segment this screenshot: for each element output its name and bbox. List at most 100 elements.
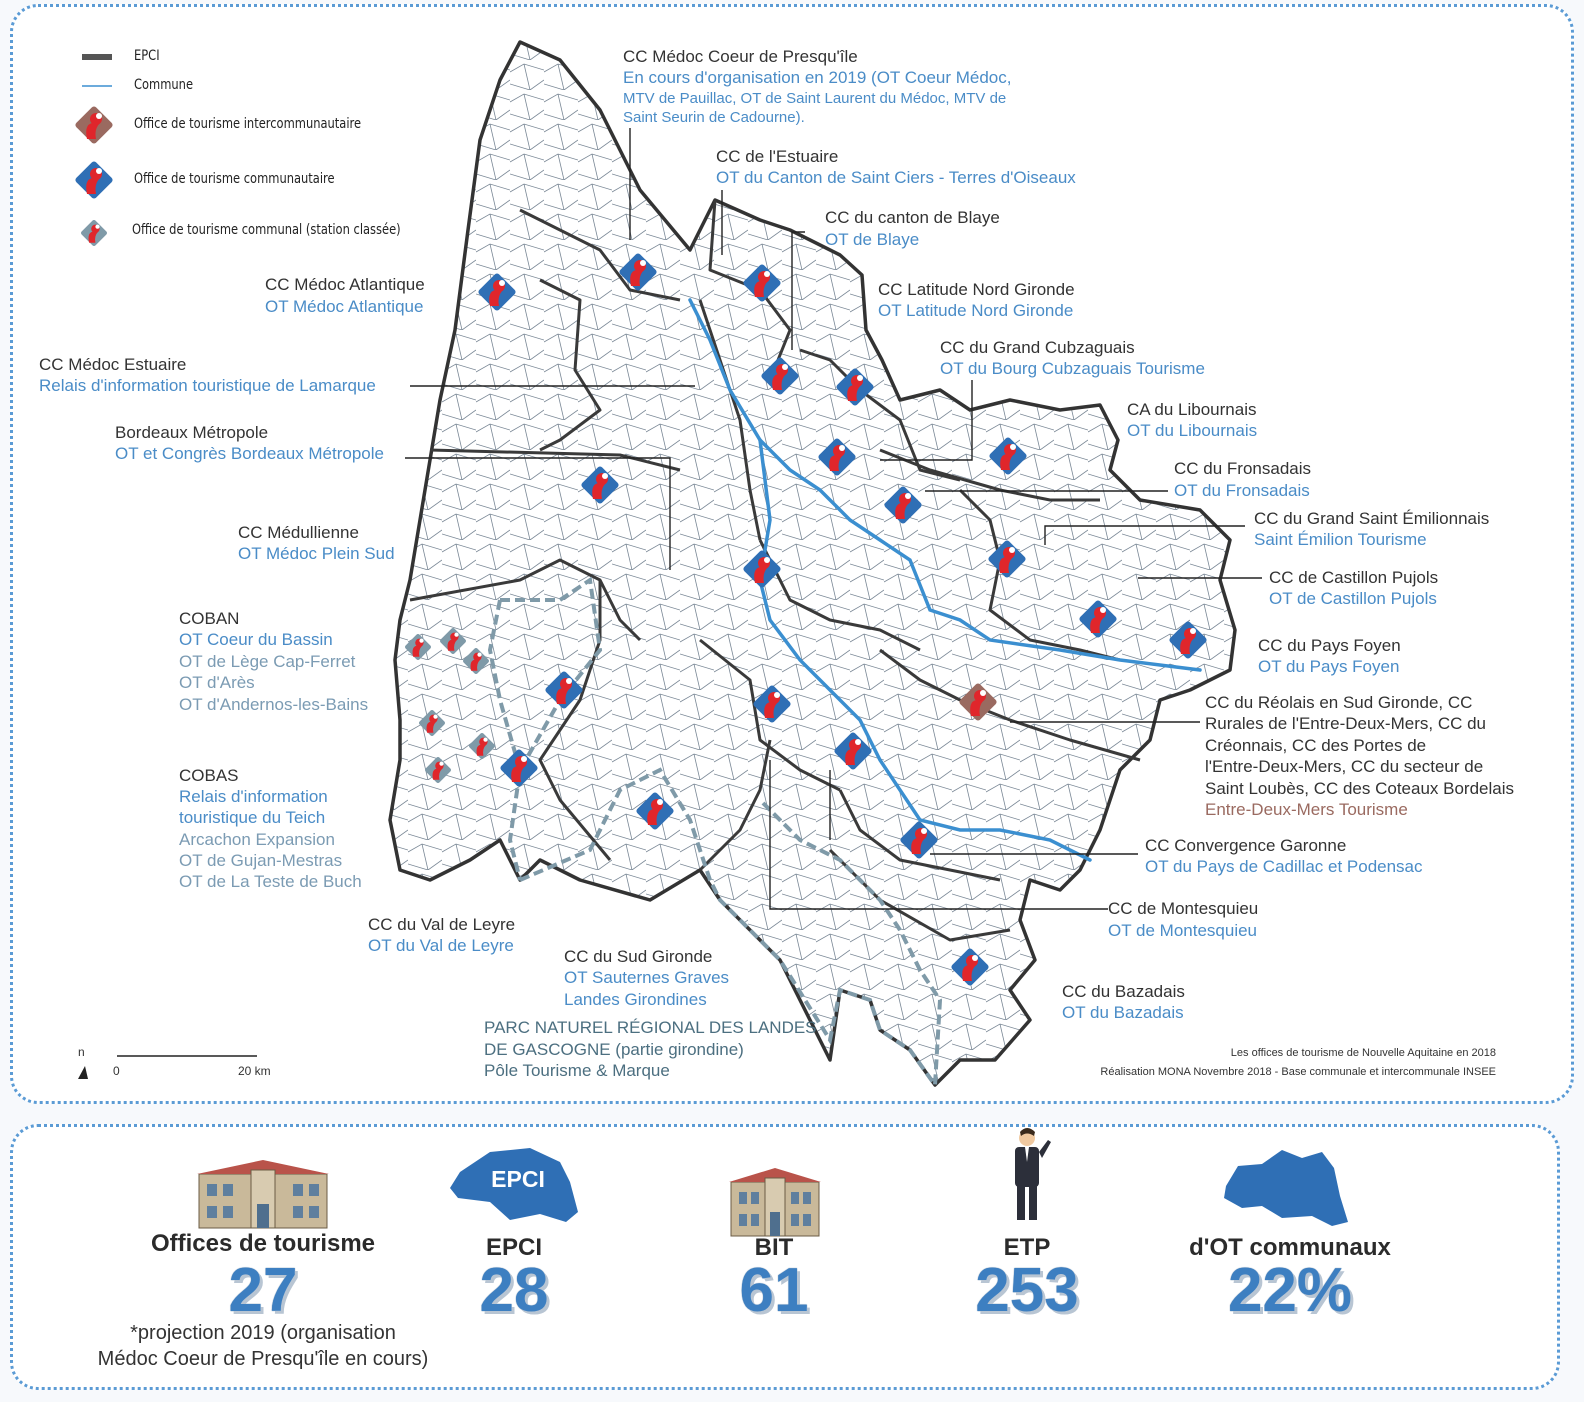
stat-epci-value: 28 <box>479 1256 549 1325</box>
stat-ot-value: 27 <box>228 1256 298 1325</box>
scale-zero: 0 <box>113 1064 120 1078</box>
label-coban-ot: OT Coeur du Bassin <box>179 630 333 649</box>
label-sudgironde-ot: Landes Girondines <box>564 990 707 1009</box>
label-medullienne-title: CC Médullienne <box>238 523 359 542</box>
label-atl-ot: OT Médoc Atlantique <box>265 297 424 316</box>
label-estuaire-ot: OT du Canton de Saint Ciers - Terres d'O… <box>716 168 1076 187</box>
label-reolais: Saint Loubès, CC des Coteaux Bordelais <box>1205 779 1515 798</box>
stat-note: *projection 2019 (organisation Médoc Coe… <box>63 1320 463 1372</box>
businessman-icon <box>1015 1128 1051 1220</box>
label-blaye-title: CC du canton de Blaye <box>825 208 1000 227</box>
label-medoc-estuaire-ot: Relais d'information touristique de Lama… <box>39 376 376 395</box>
parc-boundary <box>487 576 943 1091</box>
label-sudgironde-title: CC du Sud Gironde <box>564 947 713 966</box>
stat-epci-title: EPCI <box>485 1234 542 1261</box>
stat-note-line-2: Médoc Coeur de Presqu'île en cours) <box>97 1348 429 1370</box>
label-libournais-ot: OT du Libournais <box>1127 421 1258 440</box>
epci-shape-icon <box>450 1148 578 1222</box>
label-leyre-title: CC du Val de Leyre <box>368 915 516 934</box>
label-libournais-title: CA du Libournais <box>1127 400 1257 419</box>
label-foyen-title: CC du Pays Foyen <box>1258 636 1401 655</box>
label-parc: DE GASCOGNE (partie girondine) <box>484 1040 744 1059</box>
label-garonne-title: CC Convergence Garonne <box>1145 836 1347 855</box>
label-cubz-ot: OT du Bourg Cubzaguais Tourisme <box>940 359 1205 378</box>
label-estuaire-title: CC de l'Estuaire <box>716 147 839 166</box>
label-cobas-ot: OT de La Teste de Buch <box>179 872 362 891</box>
label-reolais: Créonnais, CC des Portes de <box>1205 736 1427 755</box>
label-castillon-title: CC de Castillon Pujols <box>1269 568 1439 587</box>
label-cubz-title: CC du Grand Cubzaguais <box>940 338 1135 357</box>
label-blaye-ot: OT de Blaye <box>825 230 920 249</box>
scale-km: 20 km <box>238 1064 271 1078</box>
legend-ot-communal: Office de tourisme communal (station cla… <box>132 222 401 238</box>
stat-communaux-value: 22% <box>1227 1256 1353 1325</box>
north-arrow-icon <box>78 1066 88 1079</box>
ot-communautaire-icon <box>74 160 114 200</box>
label-reolais: CC du Réolais en Sud Gironde, CC <box>1205 693 1473 712</box>
bit-building-icon <box>729 1168 821 1237</box>
scale-bar <box>78 1055 257 1079</box>
stat-bit-value: 61 <box>739 1256 809 1325</box>
label-latitude-title: CC Latitude Nord Gironde <box>878 280 1075 299</box>
label-castillon-ot: OT de Castillon Pujols <box>1269 589 1437 608</box>
building-icon <box>197 1160 329 1229</box>
credit-line-2: Réalisation MONA Novembre 2018 - Base co… <box>1100 1066 1496 1078</box>
epci-badge-text: EPCI <box>491 1166 545 1192</box>
legend-ot-communautaire: Office de tourisme communautaire <box>134 171 335 187</box>
label-medullienne-ot: OT Médoc Plein Sud <box>238 544 395 563</box>
stat-note-line-1: *projection 2019 (organisation <box>130 1322 396 1344</box>
stat-etp-title: ETP <box>1003 1234 1051 1261</box>
label-coban-ot: OT de Lège Cap-Ferret <box>179 652 356 671</box>
label-coban-ot: OT d'Arès <box>179 673 255 692</box>
label-emilion-ot: Saint Émilion Tourisme <box>1254 530 1427 549</box>
label-bdx-ot: OT et Congrès Bordeaux Métropole <box>115 444 384 463</box>
label-coeur-ot: Saint Seurin de Cadourne). <box>623 109 805 126</box>
stat-bit-title: BIT <box>754 1234 794 1261</box>
label-fronsadais-title: CC du Fronsadais <box>1174 459 1312 478</box>
label-reolais: l'Entre-Deux-Mers, CC du secteur de <box>1205 757 1484 776</box>
label-atl-title: CC Médoc Atlantique <box>265 275 425 294</box>
legend-commune: Commune <box>134 77 194 93</box>
legend-epci: EPCI <box>134 48 160 64</box>
label-fronsadais-ot: OT du Fronsadais <box>1174 481 1310 500</box>
label-sudgironde-ot: OT Sauternes Graves <box>564 968 730 987</box>
label-emilion-title: CC du Grand Saint Émilionnais <box>1254 509 1490 528</box>
label-parc: PARC NATUREL RÉGIONAL DES LANDES <box>484 1018 817 1037</box>
label-parc: Pôle Tourisme & Marque <box>484 1061 670 1080</box>
label-leyre-ot: OT du Val de Leyre <box>368 936 514 955</box>
label-montesquieu-title: CC de Montesquieu <box>1108 899 1259 918</box>
label-coeur-title: CC Médoc Coeur de Presqu'île <box>623 47 858 66</box>
stat-ot-title: Offices de tourisme <box>150 1230 376 1257</box>
legend <box>74 54 114 247</box>
label-montesquieu-ot: OT de Montesquieu <box>1108 921 1257 940</box>
label-garonne-ot: OT du Pays de Cadillac et Podensac <box>1145 857 1423 876</box>
ot-communal-icon <box>80 219 108 247</box>
label-bazadais-ot: OT du Bazadais <box>1062 1003 1184 1022</box>
label-cobas-ot: Relais d'information <box>179 787 328 806</box>
label-foyen-ot: OT du Pays Foyen <box>1258 657 1400 676</box>
label-coban-ot: OT d'Andernos-les-Bains <box>179 695 369 714</box>
gironde-outline <box>388 40 1237 1087</box>
label-cobas-ot: touristique du Teich <box>179 808 326 827</box>
label-coeur-ot: En cours d'organisation en 2019 (OT Coeu… <box>623 68 1012 87</box>
label-reolais-ot: Entre-Deux-Mers Tourisme <box>1205 800 1408 819</box>
label-bdx-title: Bordeaux Métropole <box>115 423 269 442</box>
label-latitude-ot: OT Latitude Nord Gironde <box>878 301 1074 320</box>
label-cobas-ot: OT de Gujan-Mestras <box>179 851 343 870</box>
legend-ot-inter: Office de tourisme intercommunautaire <box>134 116 362 132</box>
commune-shape-icon <box>1224 1150 1348 1226</box>
leader-lines <box>405 128 1262 910</box>
label-medoc-estuaire-title: CC Médoc Estuaire <box>39 355 187 374</box>
ot-inter-icon <box>74 105 114 145</box>
credit-line-1: Les offices de tourisme de Nouvelle Aqui… <box>1230 1047 1496 1059</box>
stats-icons <box>197 1128 1348 1237</box>
north-label: n <box>78 1045 85 1059</box>
label-coeur-ot: MTV de Pauillac, OT de Saint Laurent du … <box>623 90 1007 107</box>
stat-communaux-title: d'OT communaux <box>1189 1234 1391 1261</box>
stat-etp-value: 253 <box>975 1256 1079 1325</box>
label-bazadais-title: CC du Bazadais <box>1062 982 1185 1001</box>
label-cobas-ot: Arcachon Expansion <box>179 830 335 849</box>
label-reolais: Rurales de l'Entre-Deux-Mers, CC du <box>1205 714 1487 733</box>
label-coban-title: COBAN <box>179 609 240 628</box>
